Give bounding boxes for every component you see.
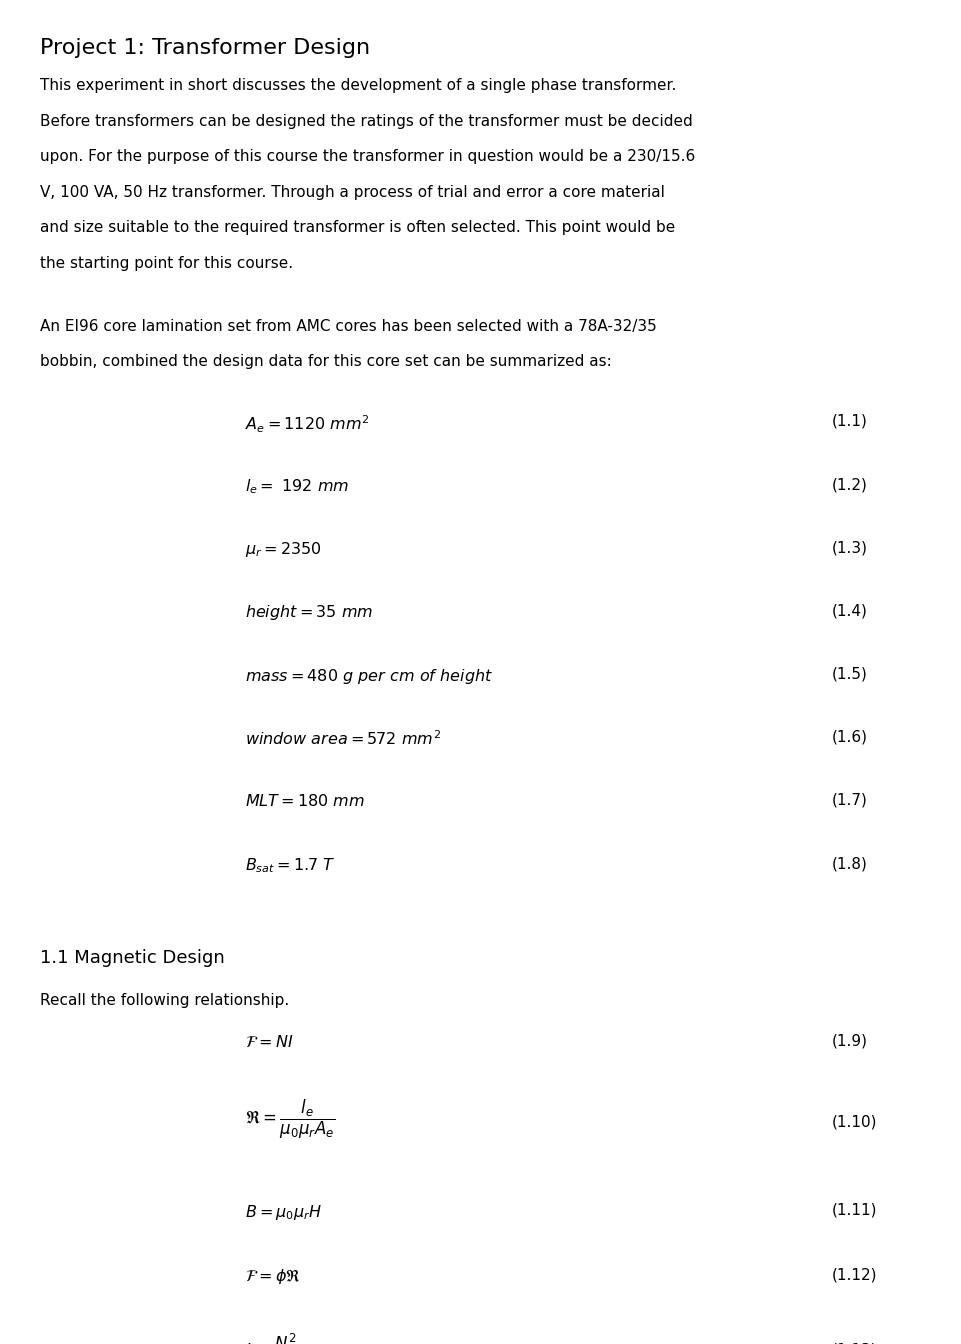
Text: An EI96 core lamination set from AMC cores has been selected with a 78A-32/35: An EI96 core lamination set from AMC cor… <box>40 319 656 333</box>
Text: $B_{\mathit{sat}} = 1.7\ \mathit{T}$: $B_{\mathit{sat}} = 1.7\ \mathit{T}$ <box>245 856 335 875</box>
Text: and size suitable to the required transformer is often selected. This point woul: and size suitable to the required transf… <box>40 220 675 235</box>
Text: (1.12): (1.12) <box>831 1267 876 1282</box>
Text: (1.10): (1.10) <box>831 1114 876 1129</box>
Text: $\mathit{MLT} = 180\ \mathit{mm}$: $\mathit{MLT} = 180\ \mathit{mm}$ <box>245 793 365 809</box>
Text: (1.3): (1.3) <box>831 540 867 555</box>
Text: $\mathfrak{R} = \dfrac{l_e}{\mu_0\mu_r A_e}$: $\mathfrak{R} = \dfrac{l_e}{\mu_0\mu_r A… <box>245 1098 335 1141</box>
Text: $l_e =\ 192\ \mathit{mm}$: $l_e =\ 192\ \mathit{mm}$ <box>245 477 349 496</box>
Text: $\mathit{mass} = 480\ \mathit{g\ per\ cm\ of\ height}$: $\mathit{mass} = 480\ \mathit{g\ per\ cm… <box>245 667 493 685</box>
Text: $A_e = 1120\ \mathit{mm}^2$: $A_e = 1120\ \mathit{mm}^2$ <box>245 414 369 435</box>
Text: $\mathcal{F} = \phi\mathfrak{R}$: $\mathcal{F} = \phi\mathfrak{R}$ <box>245 1267 301 1286</box>
Text: 1.1 Magnetic Design: 1.1 Magnetic Design <box>40 949 225 966</box>
Text: the starting point for this course.: the starting point for this course. <box>40 257 293 271</box>
Text: (1.6): (1.6) <box>831 730 867 745</box>
Text: (1.11): (1.11) <box>831 1203 876 1218</box>
Text: (1.2): (1.2) <box>831 477 867 492</box>
Text: (1.4): (1.4) <box>831 603 867 618</box>
Text: $\mathit{height} = 35\ \mathit{mm}$: $\mathit{height} = 35\ \mathit{mm}$ <box>245 603 373 622</box>
Text: $\mathit{window\ area} = 572\ \mathit{mm}^2$: $\mathit{window\ area} = 572\ \mathit{mm… <box>245 730 441 749</box>
Text: This experiment in short discusses the development of a single phase transformer: This experiment in short discusses the d… <box>40 78 677 93</box>
Text: V, 100 VA, 50 Hz transformer. Through a process of trial and error a core materi: V, 100 VA, 50 Hz transformer. Through a … <box>40 185 665 200</box>
Text: (1.1): (1.1) <box>831 414 867 429</box>
Text: Recall the following relationship.: Recall the following relationship. <box>40 993 289 1008</box>
Text: (1.7): (1.7) <box>831 793 867 808</box>
Text: bobbin, combined the design data for this core set can be summarized as:: bobbin, combined the design data for thi… <box>40 355 611 370</box>
Text: upon. For the purpose of this course the transformer in question would be a 230/: upon. For the purpose of this course the… <box>40 149 695 164</box>
Text: Before transformers can be designed the ratings of the transformer must be decid: Before transformers can be designed the … <box>40 114 693 129</box>
Text: Project 1: Transformer Design: Project 1: Transformer Design <box>40 38 370 58</box>
Text: (1.5): (1.5) <box>831 667 867 681</box>
Text: $L = \dfrac{N^2}{\mathfrak{R}}$: $L = \dfrac{N^2}{\mathfrak{R}}$ <box>245 1332 298 1344</box>
Text: $\mathcal{F} = NI$: $\mathcal{F} = NI$ <box>245 1034 293 1050</box>
Text: (1.8): (1.8) <box>831 856 867 871</box>
Text: $\mu_r = 2350$: $\mu_r = 2350$ <box>245 540 322 559</box>
Text: $B = \mu_0\mu_r H$: $B = \mu_0\mu_r H$ <box>245 1203 322 1222</box>
Text: (1.9): (1.9) <box>831 1034 867 1048</box>
